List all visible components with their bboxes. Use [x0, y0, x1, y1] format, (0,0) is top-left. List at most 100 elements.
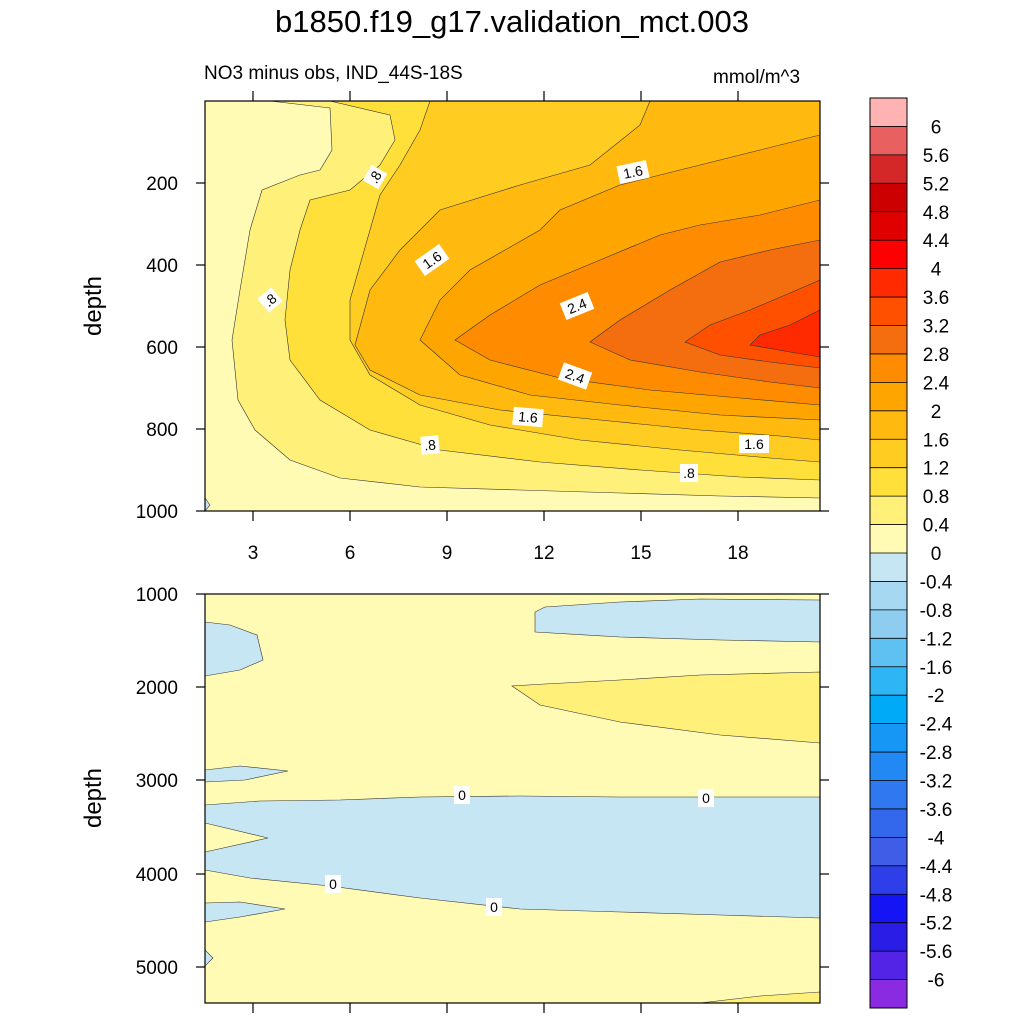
colorbar-tick-label: -3.6: [920, 800, 953, 821]
colorbar-tick-label: 4: [931, 260, 942, 281]
x-tick-label: 18: [727, 543, 748, 564]
lower-panel-contours: [205, 594, 820, 1003]
y-tick-label: 5000: [136, 958, 178, 979]
colorbar-swatch: [870, 240, 907, 270]
colorbar-swatch: [870, 581, 907, 611]
colorbar-swatch: [870, 638, 907, 668]
colorbar-tick-label: 3.2: [923, 317, 949, 338]
colorbar-tick-label: 1.2: [923, 459, 949, 480]
colorbar-tick-label: -4.8: [920, 885, 953, 906]
fill-0.4-0.8: [511, 671, 820, 744]
colorbar-tick-label: -0.4: [920, 572, 953, 593]
colorbar-tick-label: 0.4: [923, 516, 950, 537]
fill-neg-leftbump: [205, 621, 264, 677]
colorbar-swatch: [870, 382, 907, 412]
contour-label: 0: [702, 790, 710, 806]
colorbar-swatch: [870, 410, 907, 440]
y-tick-label: 1000: [136, 502, 178, 523]
contour-label: 1.6: [518, 408, 539, 426]
lower-contour-labels: 0 0 0 0: [325, 786, 714, 916]
colorbar-swatch: [870, 439, 907, 469]
y-tick-label: 3000: [136, 771, 178, 792]
colorbar-tick-label: 5.2: [923, 174, 949, 195]
y-tick-label: 1000: [136, 585, 178, 606]
fill-neg-topright: [534, 598, 820, 643]
chart-subtitle: NO3 minus obs, IND_44S-18S: [204, 63, 463, 84]
fill-neg-corner: [205, 949, 214, 967]
colorbar-tick-label: 4.8: [923, 203, 949, 224]
colorbar-tick-label: 4.4: [923, 231, 950, 252]
upper-contour-labels: .8 1.6 .8 1.6 2.4 2.4 1.6 .8 1.6 .8: [257, 160, 769, 482]
contour-label: 1.6: [744, 436, 764, 452]
colorbar-tick-label: -5.6: [920, 942, 953, 963]
colorbar-swatch: [870, 752, 907, 781]
x-tick-label: 9: [442, 543, 453, 564]
colorbar-swatch: [870, 837, 907, 867]
colorbar-swatch: [870, 780, 907, 810]
colorbar-swatch: [870, 865, 907, 895]
colorbar-tick-label: 2.8: [923, 345, 949, 366]
fill-3.6-4.0: [749, 309, 820, 358]
colorbar-tick-label: 0.8: [923, 487, 949, 508]
colorbar-tick-label: -4.4: [920, 857, 953, 878]
contour-label: 2.4: [565, 295, 589, 317]
colorbar-swatch: [870, 353, 907, 383]
contour-label: 0: [329, 876, 337, 892]
colorbar-tick-label: -1.2: [920, 629, 953, 650]
colorbar-tick-label: -6: [928, 971, 945, 992]
colorbar-swatch: [870, 723, 907, 753]
colorbar-swatch: [870, 609, 907, 639]
x-tick-label: 6: [345, 543, 356, 564]
y-tick-label: 200: [146, 174, 178, 195]
colorbar-swatch: [870, 894, 907, 924]
y-tick-label: 600: [146, 338, 178, 359]
upper-panel-axes: 200 400 600 800 1000 3 6 9 12 15 18 dept…: [80, 91, 829, 564]
units-label: mmol/m^3: [713, 67, 801, 88]
x-tick-label: 15: [630, 543, 651, 564]
colorbar-swatch: [870, 553, 907, 582]
y-tick-label: 400: [146, 256, 178, 277]
chart-title: b1850.f19_g17.validation_mct.003: [275, 4, 749, 39]
colorbar-swatch: [870, 695, 907, 725]
colorbar-swatch: [870, 154, 907, 184]
colorbar-tick-label: -2.8: [920, 743, 953, 764]
contour-label: 0: [490, 899, 498, 915]
colorbar-tick-label: -3.2: [920, 772, 953, 793]
colorbar-swatch: [870, 666, 907, 696]
y-tick-label: 800: [146, 420, 178, 441]
colorbar-tick-label: -5.2: [920, 914, 953, 935]
colorbar-swatch: [870, 268, 907, 298]
fill-neg-band: [205, 795, 820, 919]
y-tick-label: 2000: [136, 678, 178, 699]
colorbar-swatch: [870, 183, 907, 213]
x-tick-label: 3: [248, 543, 259, 564]
contour-label: 1.6: [622, 162, 645, 182]
colorbar-swatch: [870, 808, 907, 838]
colorbar-swatch: [870, 325, 907, 355]
colorbar: 6 5.6 5.2 4.8 4.4 4 3.6 3.2 2.8 2.4 2 1.6 1.2 0.8 0.4 0…: [869, 97, 953, 1009]
lower-panel-axes: 1000 2000 3000 4000 5000 depth: [80, 585, 829, 1013]
fill-0.4-0.8-bottom: [699, 991, 820, 1003]
y-tick-label: 4000: [136, 865, 178, 886]
x-tick-label: 12: [533, 543, 554, 564]
upper-panel-contours: [205, 101, 820, 511]
y-axis-label: depth: [80, 768, 107, 828]
colorbar-tick-label: 3.6: [923, 288, 949, 309]
contour-label: 0: [458, 787, 466, 803]
colorbar-swatch: [870, 126, 907, 156]
colorbar-swatch: [870, 524, 907, 554]
colorbar-swatch: [870, 979, 907, 1009]
colorbar-swatch: [870, 467, 907, 497]
colorbar-tick-label: 5.6: [923, 146, 949, 167]
colorbar-tick-label: -4: [928, 828, 945, 849]
colorbar-tick-label: -2.4: [920, 715, 953, 736]
fill-neg-lower: [205, 901, 286, 923]
y-axis-label: depth: [80, 276, 107, 336]
colorbar-swatch: [870, 922, 907, 952]
colorbar-tick-label: 0: [931, 544, 942, 565]
colorbar-tick-label: -0.8: [920, 601, 953, 622]
colorbar-swatch: [870, 98, 907, 127]
contour-label: 2.4: [563, 365, 587, 387]
colorbar-swatch: [870, 951, 907, 980]
